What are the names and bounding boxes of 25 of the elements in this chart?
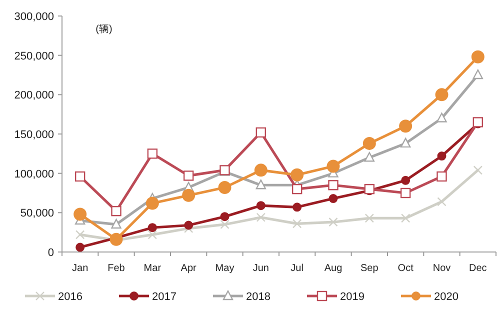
x-tick-label: Dec: [469, 263, 487, 274]
x-tick-label: Aug: [324, 263, 342, 274]
legend-label: 2019: [340, 291, 364, 303]
legend-label: 2017: [152, 291, 176, 303]
y-tick-label: 250,000: [14, 50, 54, 62]
y-tick-label: 150,000: [14, 129, 54, 141]
annotation: (辆): [96, 23, 112, 35]
y-tick-label: 100,000: [14, 168, 54, 180]
x-tick-label: Mar: [144, 263, 162, 274]
x-tick-label: Sep: [360, 263, 379, 274]
x-tick-label: Jan: [72, 263, 88, 274]
x-tick-label: Feb: [108, 263, 126, 274]
x-tick-label: Jul: [290, 263, 304, 274]
legend-label: 2016: [58, 291, 82, 303]
y-tick-label: 300,000: [14, 11, 54, 23]
legend-label: 2018: [246, 291, 270, 303]
legend-label: 2020: [434, 291, 458, 303]
x-tick-label: Jun: [252, 263, 269, 274]
x-tick-label: Apr: [180, 263, 198, 274]
y-tick-label: 50,000: [20, 208, 54, 220]
x-tick-label: Nov: [432, 263, 451, 274]
y-tick-label: 0: [48, 247, 54, 259]
x-tick-label: May: [215, 263, 234, 274]
y-tick-label: 200,000: [14, 90, 54, 102]
x-tick-label: Oct: [398, 263, 414, 274]
